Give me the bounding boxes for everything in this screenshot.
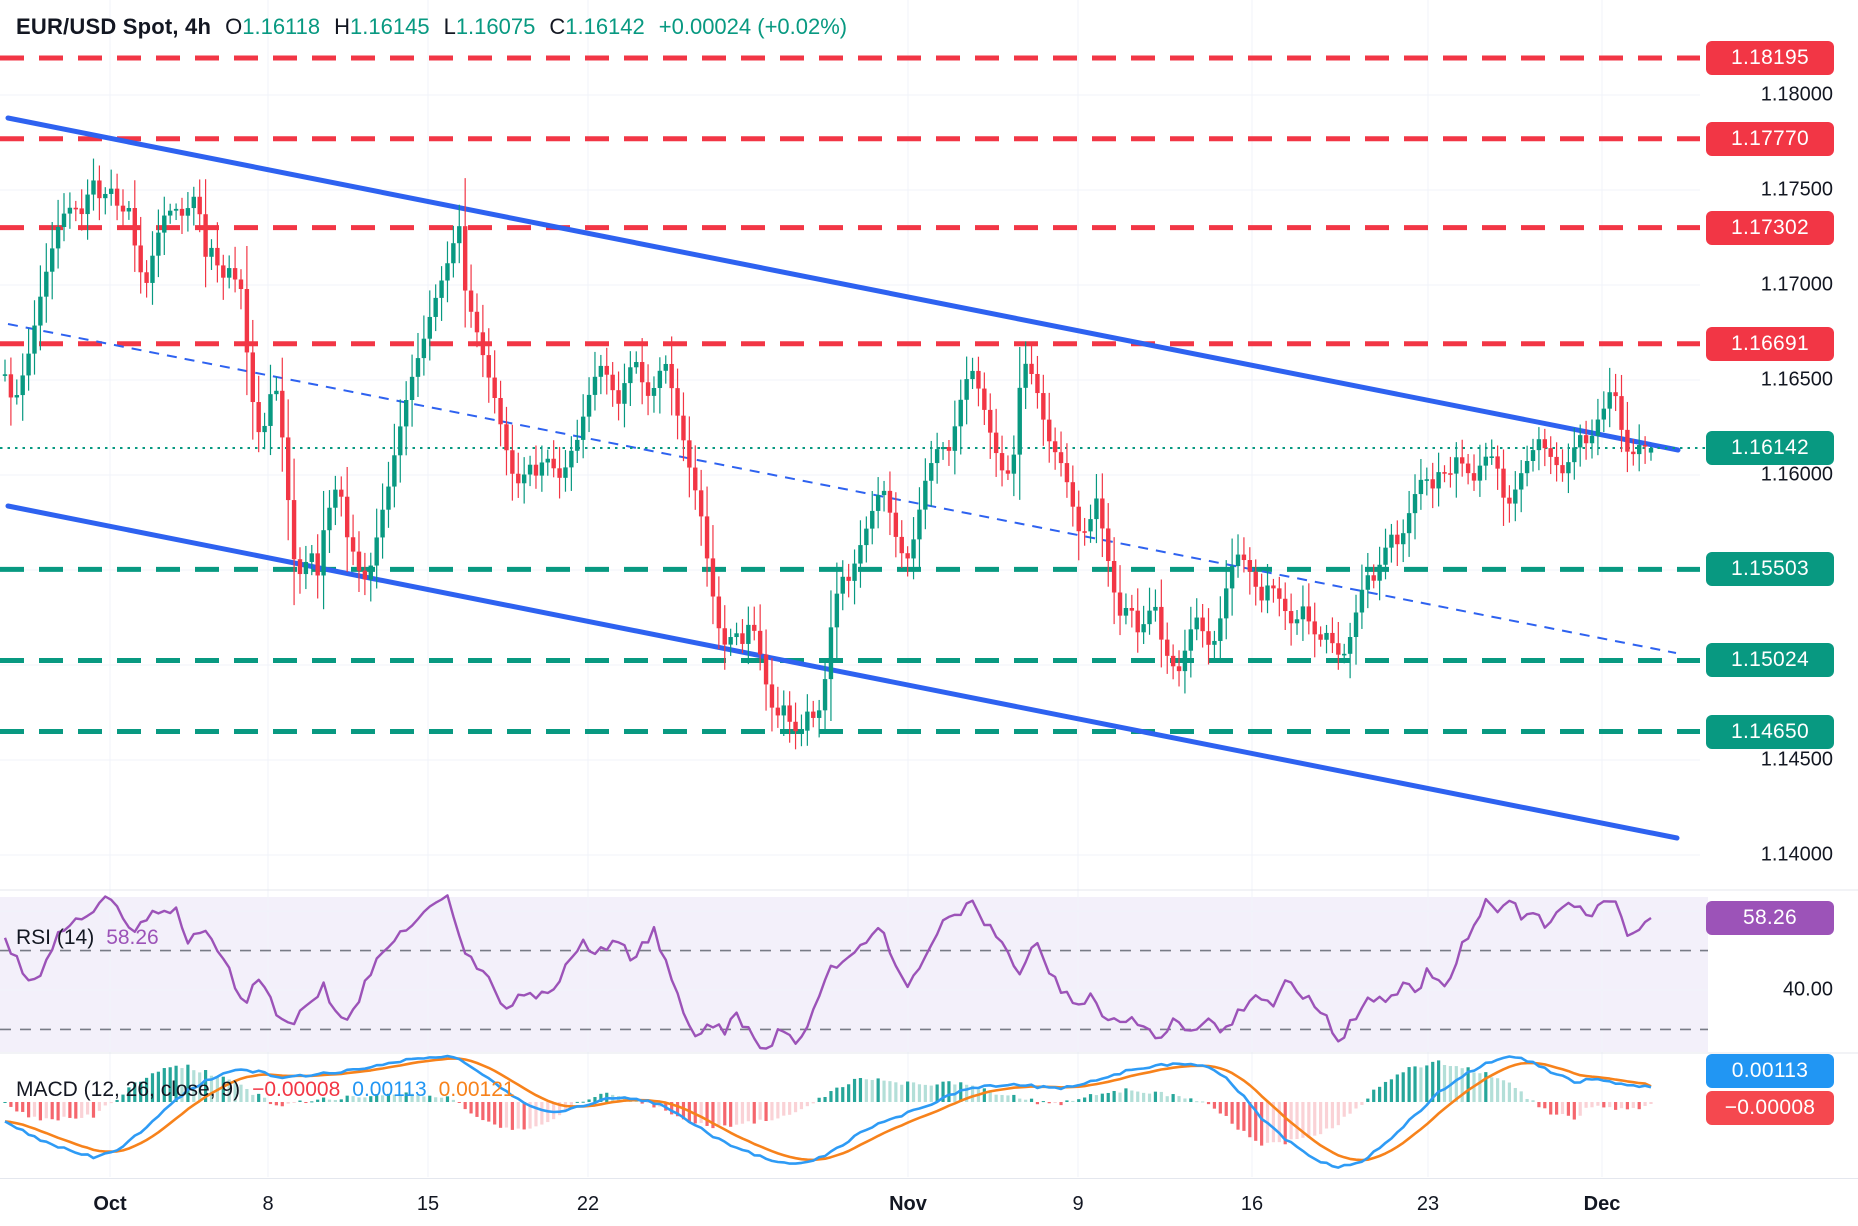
time-axis-label: 8 [262,1193,274,1215]
time-axis-label: 23 [1416,1193,1440,1215]
rsi-axis-tick: 40.00 [1782,978,1833,1001]
time-axis-label: 22 [576,1193,600,1215]
resistance-level-badge: 1.18195 [1706,40,1834,75]
price-axis-tick: 1.17500 [1760,178,1833,201]
time-scale[interactable]: Oct 8 15 22 Nov 9 16 23 Dec [0,1178,1858,1226]
time-axis-label: 15 [416,1193,440,1215]
ohlc-high: H1.16145 [334,14,430,39]
ohlc-low: L1.16075 [443,14,536,39]
macd-line-badge: 0.00113 [1706,1054,1834,1088]
price-axis-tick: 1.14000 [1760,843,1833,866]
rsi-label[interactable]: RSI (14) [16,926,95,949]
support-level-badge: 1.15024 [1706,643,1834,678]
resistance-level-badge: 1.17770 [1706,121,1834,156]
price-scale[interactable]: 1.18000 1.17500 1.17000 1.16500 1.16000 1.145… [1700,0,1858,1178]
time-axis-label: Oct [93,1193,127,1215]
price-axis-tick: 1.18000 [1760,83,1833,106]
current-price-badge: 1.16142 [1706,431,1834,466]
time-axis-label: Nov [889,1193,927,1215]
macd-legend: MACD (12, 26, close, 9) −0.00008 0.00113… [16,1078,515,1102]
rsi-value-badge: 58.26 [1706,901,1834,935]
rsi-value: 58.26 [106,926,159,949]
rsi-legend: RSI (14) 58.26 [16,926,159,950]
resistance-level-badge: 1.17302 [1706,210,1834,245]
support-level-badge: 1.15503 [1706,552,1834,587]
price-axis-tick: 1.16000 [1760,463,1833,486]
time-axis-label: 16 [1240,1193,1264,1215]
time-axis-label: Dec [1583,1193,1621,1215]
macd-signal-value: 0.00121 [438,1078,515,1101]
macd-line-value: 0.00113 [352,1078,427,1101]
resistance-level-badge: 1.16691 [1706,326,1834,361]
time-axis-label: 9 [1072,1193,1084,1215]
price-axis-tick: 1.14500 [1760,748,1833,771]
symbol-title[interactable]: EUR/USD Spot, 4h [16,14,212,39]
price-change: +0.00024 (+0.02%) [658,14,848,39]
ohlc-close: C1.16142 [549,14,645,39]
ohlc-open: O1.16118 [225,14,321,39]
support-level-badge: 1.14650 [1706,714,1834,749]
macd-hist-badge: −0.00008 [1706,1091,1834,1125]
symbol-legend: EUR/USD Spot, 4h O1.16118 H1.16145 L1.16… [16,14,847,40]
macd-hist-value: −0.00008 [252,1078,341,1101]
price-axis-tick: 1.17000 [1760,273,1833,296]
price-axis-tick: 1.16500 [1760,368,1833,391]
macd-label[interactable]: MACD (12, 26, close, 9) [16,1078,241,1101]
